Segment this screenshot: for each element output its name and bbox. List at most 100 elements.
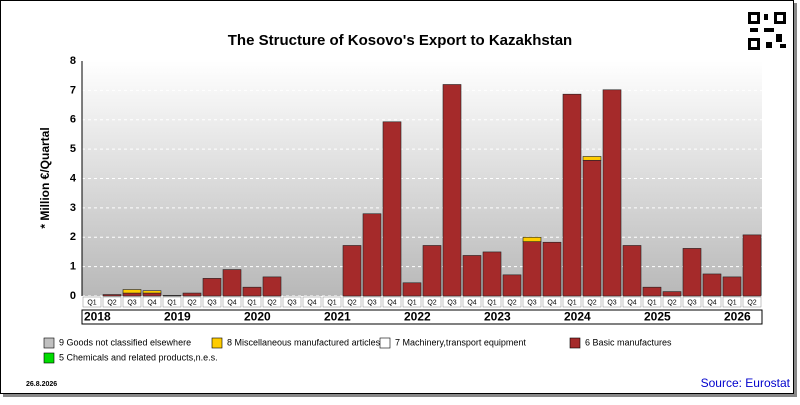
bar-segment (582, 159, 602, 297)
bar-segment (222, 269, 242, 297)
legend-label: 5 Chemicals and related products,n.e.s. (59, 352, 218, 362)
y-tick-label: 7 (70, 84, 76, 96)
x-tick-label: Q4 (387, 299, 396, 306)
date: 26.8.2026 (26, 381, 57, 388)
x-tick-label: Q3 (687, 299, 696, 306)
legend-swatch (379, 337, 391, 349)
bar-segment (362, 213, 382, 297)
x-tick-box (82, 296, 102, 308)
year-row (81, 309, 763, 325)
x-tick-label: Q2 (667, 299, 676, 306)
legend-swatch (569, 337, 581, 349)
bar-segment (702, 273, 722, 297)
x-tick-label: Q1 (407, 299, 416, 306)
x-tick-label: Q1 (727, 299, 736, 306)
bar-segment (542, 241, 562, 297)
x-tick-box (502, 296, 522, 308)
legend-swatch (211, 337, 223, 349)
x-tick-box (242, 296, 262, 308)
y-tick-label: 2 (70, 231, 76, 243)
bar-segment (642, 286, 662, 297)
bar-segment (182, 292, 202, 297)
x-tick-box (182, 296, 202, 308)
x-tick-box (542, 296, 562, 308)
year-label: 2019 (164, 310, 191, 324)
x-tick-label: Q1 (567, 299, 576, 306)
x-tick-box (642, 296, 662, 308)
year-label: 2026 (724, 310, 751, 324)
x-tick-label: Q3 (447, 299, 456, 306)
x-tick-box (442, 296, 462, 308)
x-tick-label: Q2 (107, 299, 116, 306)
x-tick-label: Q4 (707, 299, 716, 306)
x-tick-box (662, 296, 682, 308)
x-tick-label: Q2 (427, 299, 436, 306)
x-tick-label: Q3 (287, 299, 296, 306)
bar-segment (122, 289, 142, 294)
bar-segment (662, 291, 682, 297)
x-tick-label: Q4 (227, 299, 236, 306)
x-tick-label: Q2 (187, 299, 196, 306)
x-tick-box (382, 296, 402, 308)
legend-label: 8 Miscellaneous manufactured articles (227, 337, 381, 347)
x-tick-box (562, 296, 582, 308)
x-tick-label: Q2 (347, 299, 356, 306)
x-tick-box (342, 296, 362, 308)
x-tick-label: Q4 (627, 299, 636, 306)
x-tick-box (722, 296, 742, 308)
y-tick-label: 4 (70, 172, 77, 184)
x-tick-label: Q3 (527, 299, 536, 306)
bar-segment (442, 84, 462, 297)
qr-code (748, 12, 786, 50)
legend-label: 7 Machinery,transport equipment (395, 337, 526, 347)
x-tick-box (222, 296, 242, 308)
year-label: 2018 (84, 310, 111, 324)
x-tick-box (462, 296, 482, 308)
bar-segment (482, 251, 502, 297)
x-tick-label: Q2 (507, 299, 516, 306)
x-tick-box (582, 296, 602, 308)
x-tick-label: Q1 (87, 299, 96, 306)
y-tick-label: 1 (70, 261, 76, 273)
bar-segment (162, 295, 182, 297)
x-tick-label: Q3 (367, 299, 376, 306)
x-tick-label: Q4 (547, 299, 556, 306)
bar-segment (102, 294, 122, 297)
x-tick-label: Q1 (247, 299, 256, 306)
source: Source: Eurostat (701, 376, 791, 390)
x-tick-box (202, 296, 222, 308)
y-tick-label: 3 (70, 202, 76, 214)
bar-segment (422, 245, 442, 297)
x-tick-box (702, 296, 722, 308)
x-tick-label: Q2 (587, 299, 596, 306)
x-tick-box (142, 296, 162, 308)
bar-segment (522, 241, 542, 297)
bar-segment (582, 156, 602, 161)
x-tick-label: Q1 (647, 299, 656, 306)
x-tick-label: Q3 (207, 299, 216, 306)
bar-segment (562, 93, 582, 297)
y-axis-label: * Million €/Quartal (38, 127, 52, 228)
bar-segment (522, 236, 542, 242)
x-tick-box (102, 296, 122, 308)
x-tick-box (602, 296, 622, 308)
x-tick-box (362, 296, 382, 308)
x-tick-box (402, 296, 422, 308)
bar-segment (142, 290, 162, 294)
legend-swatch (43, 337, 55, 349)
bar-segment (622, 245, 642, 297)
x-tick-box (682, 296, 702, 308)
x-tick-box (302, 296, 322, 308)
x-tick-box (522, 296, 542, 308)
bar-segment (402, 282, 422, 297)
bar-segment (142, 292, 162, 297)
x-tick-box (422, 296, 442, 308)
bar-segment (262, 276, 282, 297)
x-tick-label: Q3 (607, 299, 616, 306)
x-tick-label: Q2 (267, 299, 276, 306)
y-tick-label: 0 (70, 290, 76, 302)
bar-segment (122, 292, 142, 297)
bar-segment (462, 255, 482, 297)
x-tick-label: Q1 (327, 299, 336, 306)
year-label: 2021 (324, 310, 351, 324)
